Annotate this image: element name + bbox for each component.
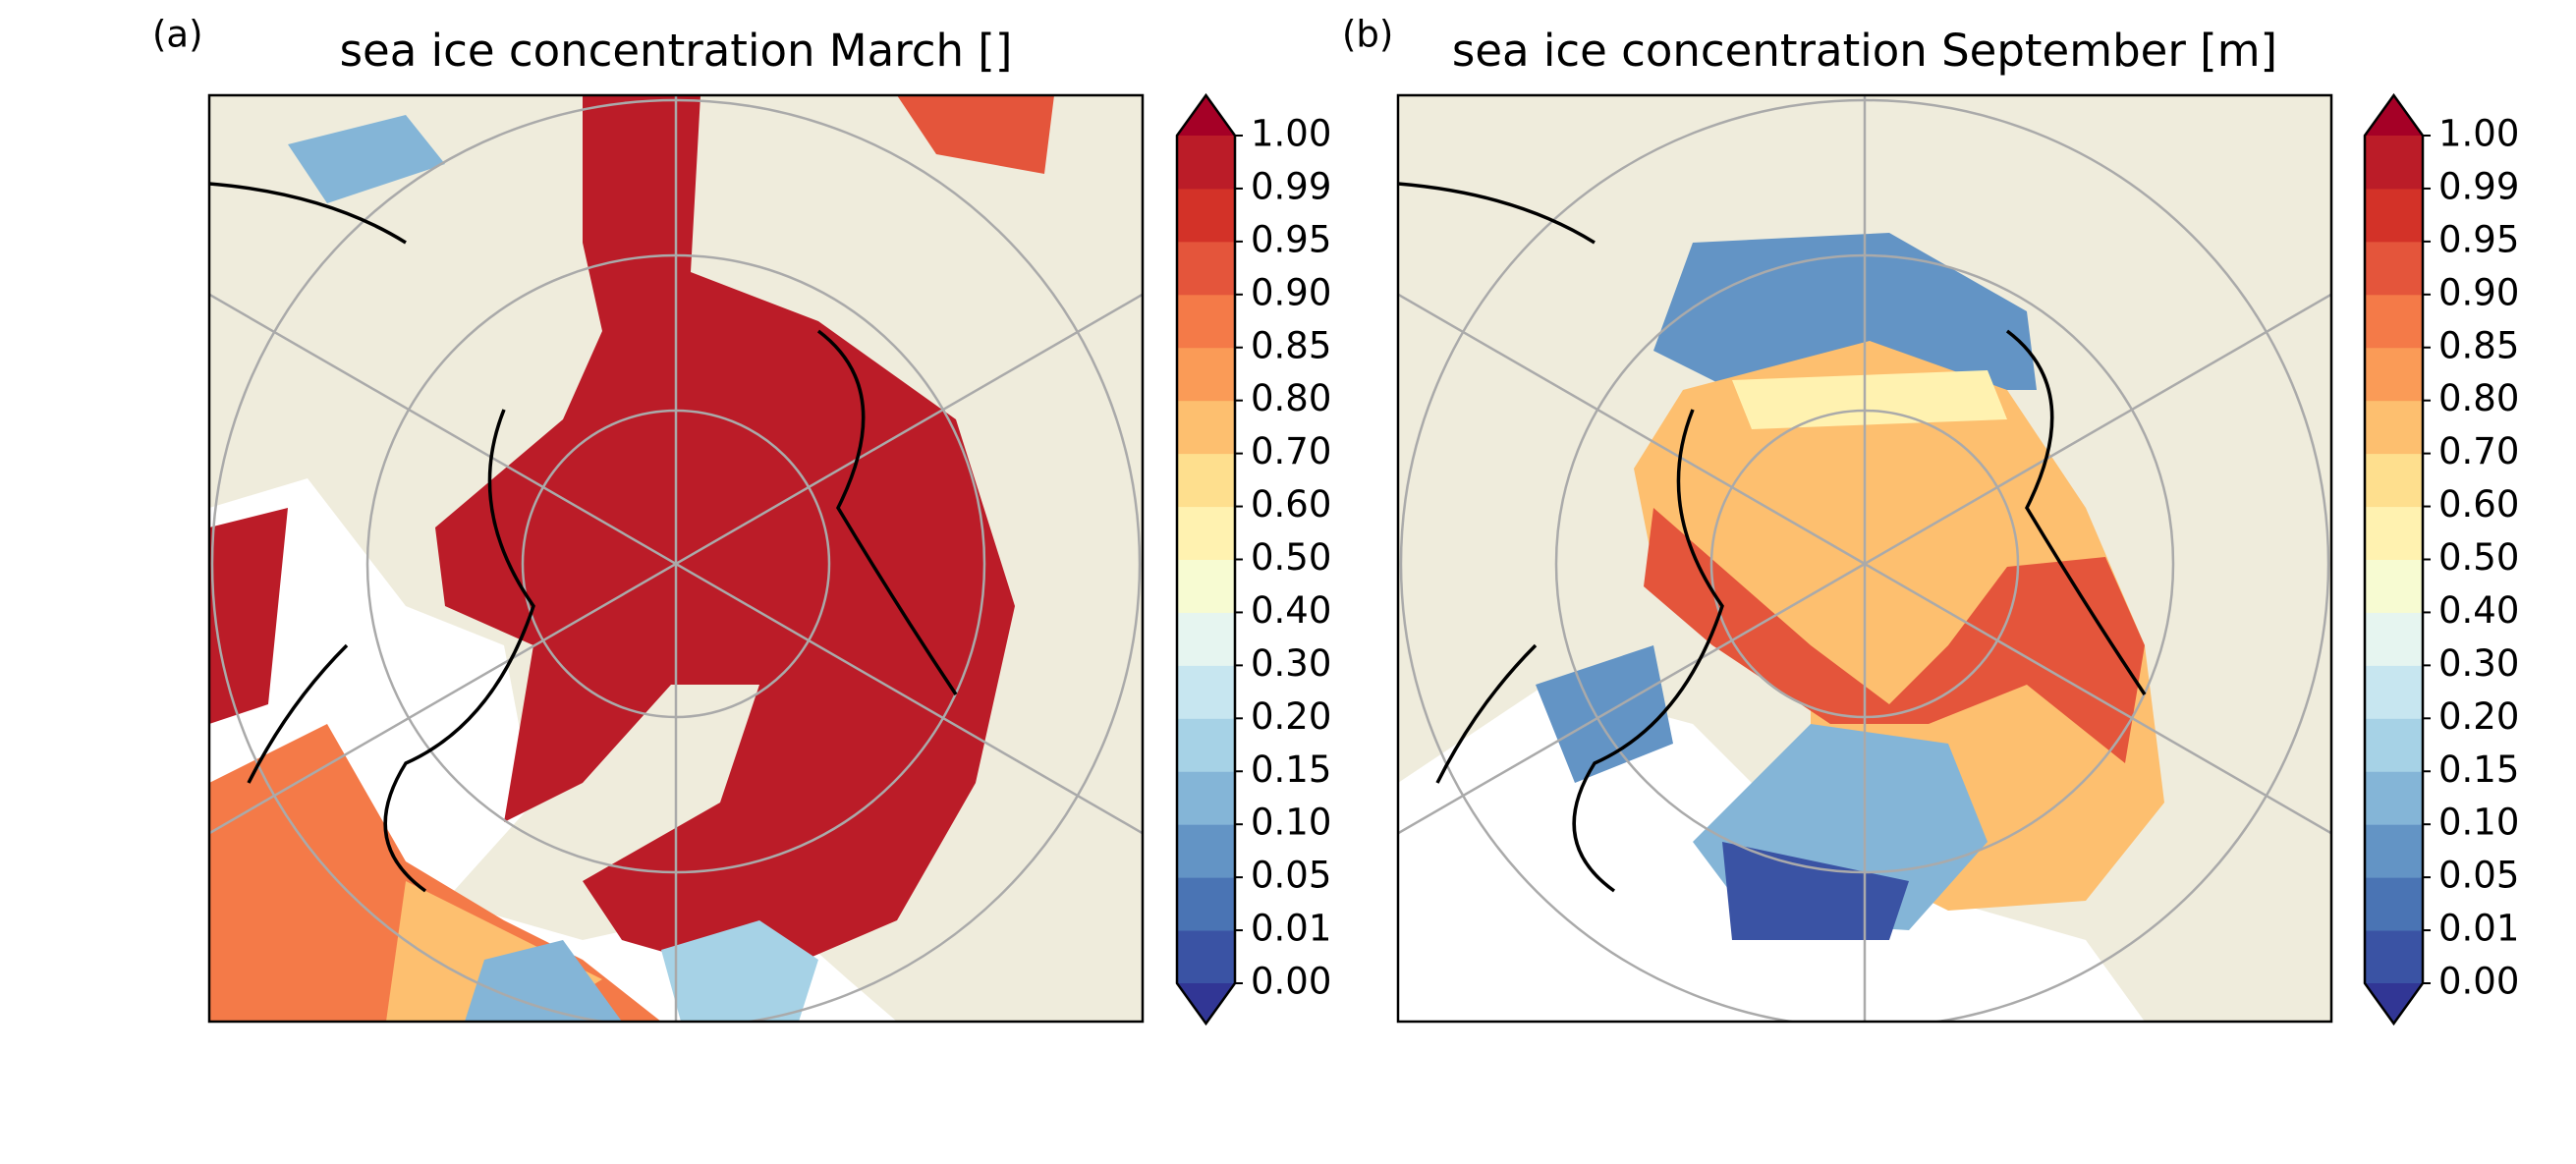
colorbar-segment bbox=[1177, 347, 1235, 402]
colorbar-tick-label: 0.99 bbox=[2438, 165, 2519, 207]
colorbar-segment bbox=[2365, 347, 2423, 402]
colorbar-tick-label: 1.00 bbox=[2438, 113, 2519, 155]
colorbar-segment bbox=[1177, 718, 1235, 772]
colorbar-tick-label: 0.80 bbox=[1251, 377, 1331, 419]
colorbar-segment bbox=[2365, 400, 2423, 455]
colorbar-segment bbox=[2365, 294, 2423, 349]
colorbar-tick-label: 0.85 bbox=[2438, 324, 2519, 366]
colorbar-tick-label: 0.01 bbox=[2438, 908, 2519, 950]
colorbar-segment bbox=[1177, 771, 1235, 825]
colorbar-tick-label: 0.80 bbox=[2438, 377, 2519, 419]
map-b bbox=[1396, 93, 2333, 1024]
colorbar-segment bbox=[1177, 453, 1235, 508]
colorbar-tick-label: 0.20 bbox=[1251, 695, 1331, 738]
colorbar-tick-label: 0.50 bbox=[2438, 536, 2519, 579]
colorbar-tick-label: 0.95 bbox=[1251, 218, 1331, 260]
colorbar-segment bbox=[2365, 559, 2423, 613]
colorbar-segment bbox=[1177, 612, 1235, 666]
colorbar-tick-label: 0.00 bbox=[2438, 961, 2519, 1003]
colorbar-tick-label: 0.90 bbox=[2438, 271, 2519, 313]
colorbar-segment bbox=[2365, 136, 2423, 190]
colorbar-segment bbox=[2365, 824, 2423, 878]
colorbar-tick-label: 0.10 bbox=[2438, 802, 2519, 844]
colorbar-segment bbox=[1177, 188, 1235, 243]
colorbar-tick-label: 0.10 bbox=[1251, 802, 1331, 844]
panel-label: (a) bbox=[152, 14, 203, 56]
colorbar-tick-label: 0.05 bbox=[1251, 855, 1331, 897]
colorbar-tick-label: 0.30 bbox=[1251, 642, 1331, 685]
colorbar-over bbox=[1177, 95, 1235, 136]
colorbar-segment bbox=[1177, 877, 1235, 931]
colorbar-tick-label: 0.85 bbox=[1251, 324, 1331, 366]
colorbar-segment bbox=[2365, 241, 2423, 296]
panel-label: (b) bbox=[1342, 14, 1393, 56]
colorbar-tick-label: 0.40 bbox=[2438, 589, 2519, 632]
colorbar-segment bbox=[1177, 400, 1235, 455]
colorbar-segment bbox=[1177, 824, 1235, 878]
colorbar-segment bbox=[2365, 453, 2423, 508]
colorbar-segment bbox=[1177, 294, 1235, 349]
colorbar-segment bbox=[1177, 665, 1235, 719]
colorbar-segment bbox=[2365, 718, 2423, 772]
colorbar-tick-label: 0.60 bbox=[1251, 483, 1331, 526]
panel-title: sea ice concentration September [m] bbox=[1452, 25, 2277, 77]
colorbar-under bbox=[2365, 983, 2423, 1024]
colorbar-tick-label: 0.90 bbox=[1251, 271, 1331, 313]
colorbar-tick-label: 0.70 bbox=[2438, 430, 2519, 472]
colorbar-tick-label: 0.30 bbox=[2438, 642, 2519, 685]
colorbar-segment bbox=[1177, 930, 1235, 984]
colorbar-segment bbox=[2365, 506, 2423, 560]
colorbar-segment bbox=[2365, 665, 2423, 719]
colorbar-tick-label: 1.00 bbox=[1251, 113, 1331, 155]
colorbar-tick-label: 0.15 bbox=[2438, 748, 2519, 791]
colorbar-tick-label: 0.00 bbox=[1251, 961, 1331, 1003]
colorbar-segment bbox=[2365, 612, 2423, 666]
colorbar-tick-label: 0.01 bbox=[1251, 908, 1331, 950]
colorbar-tick-label: 0.15 bbox=[1251, 748, 1331, 791]
colorbar-segment bbox=[2365, 877, 2423, 931]
colorbar-tick-label: 0.05 bbox=[2438, 855, 2519, 897]
panel-title: sea ice concentration March [] bbox=[340, 25, 1013, 77]
colorbar-segment bbox=[1177, 506, 1235, 560]
colorbar-tick-label: 0.20 bbox=[2438, 695, 2519, 738]
colorbar-tick-label: 0.95 bbox=[2438, 218, 2519, 260]
colorbar-segment bbox=[2365, 188, 2423, 243]
colorbar-tick-label: 0.60 bbox=[2438, 483, 2519, 526]
colorbar-tick-label: 0.40 bbox=[1251, 589, 1331, 632]
colorbar-over bbox=[2365, 95, 2423, 136]
map-a bbox=[207, 93, 1145, 1024]
colorbar-segment bbox=[1177, 241, 1235, 296]
colorbar-segment bbox=[1177, 559, 1235, 613]
colorbar-tick-label: 0.50 bbox=[1251, 536, 1331, 579]
colorbar-tick-label: 0.70 bbox=[1251, 430, 1331, 472]
colorbar-tick-label: 0.99 bbox=[1251, 165, 1331, 207]
colorbar-segment bbox=[1177, 136, 1235, 190]
colorbar-under bbox=[1177, 983, 1235, 1024]
colorbar-segment bbox=[2365, 930, 2423, 984]
colorbar-segment bbox=[2365, 771, 2423, 825]
